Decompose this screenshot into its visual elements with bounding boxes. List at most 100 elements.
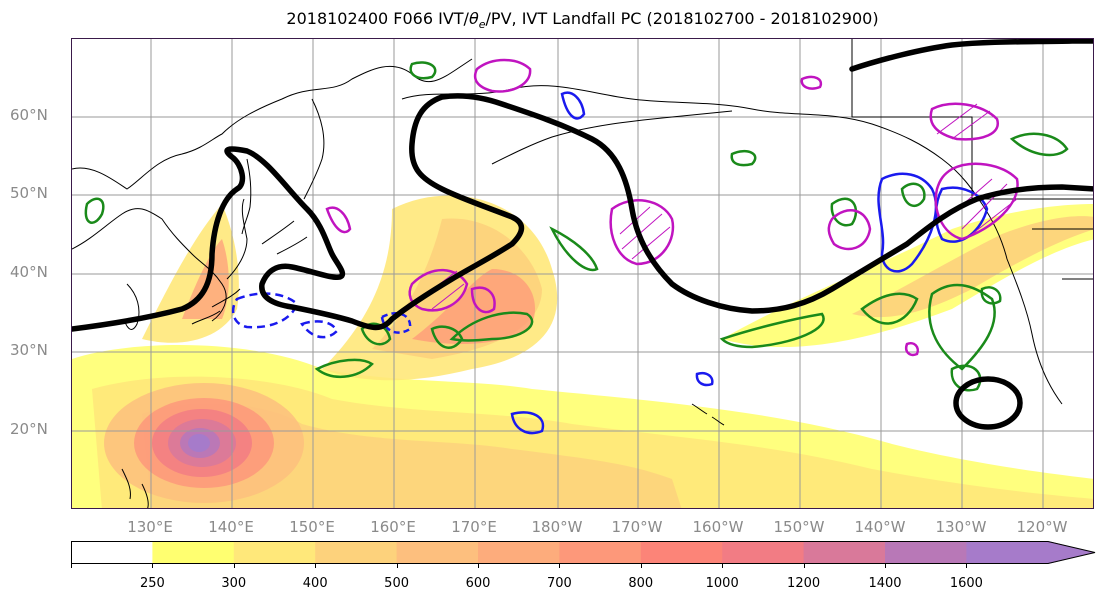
theta-green-1 [84, 197, 105, 224]
lat-label-30n: 30°N [10, 341, 48, 359]
lat-label-20n: 20°N [10, 420, 48, 438]
pc-contour-2 [609, 199, 675, 266]
colorbar-segment [885, 541, 967, 564]
theta-green-12 [900, 182, 926, 208]
colorbar-outline [71, 541, 1096, 564]
title-subscript: e [478, 18, 486, 32]
lat-label-50n: 50°N [10, 184, 48, 202]
coast-japan [191, 198, 248, 325]
map-svg [72, 39, 1093, 508]
pc-contour-1 [473, 58, 532, 93]
colorbar-segment [722, 541, 805, 564]
colorbar-segment [71, 541, 153, 564]
pc-contour-5 [325, 206, 352, 234]
pc-contour-3 [408, 268, 469, 312]
pc-hatch-3 [936, 103, 991, 140]
coast-asia-2 [72, 208, 227, 322]
theta-green-4 [314, 358, 374, 379]
lon-label-170e: 170°E [451, 518, 497, 536]
pc-contour-6 [827, 209, 872, 251]
pc-contour-7 [929, 102, 999, 141]
lon-label-130w: 130°W [935, 518, 987, 536]
theta-green-2 [409, 61, 437, 80]
colorbar-tick [640, 564, 642, 568]
lon-label-120w: 120°W [1016, 518, 1068, 536]
colorbar-segment [640, 541, 723, 564]
pv-contour [72, 39, 1093, 430]
lon-label-180w: 180°W [531, 518, 583, 536]
colorbar-tick [885, 564, 886, 568]
colorbar-tick [803, 564, 805, 568]
colorbar-tick-label: 400 [302, 576, 328, 591]
map-title: 2018102400 F066 IVT/θe/PV, IVT Landfall … [0, 9, 1105, 31]
theta-green-16 [730, 149, 757, 167]
pc-contour-10 [905, 342, 919, 357]
colorbar-tick-label: 250 [139, 576, 165, 591]
colorbar-tick-label: 1000 [705, 576, 739, 591]
coast-aleutians [491, 110, 733, 165]
pv-closed-loop [953, 376, 1023, 430]
coast-hawaii [691, 403, 725, 426]
colorbar-segment [233, 541, 316, 564]
colorbar-segment [803, 541, 886, 564]
colorbar-tick [559, 564, 561, 568]
lon-label-130e: 130°E [127, 518, 173, 536]
coast-kamchatka [303, 98, 325, 200]
pc-contour-8 [934, 162, 1019, 241]
colorbar-segments [71, 541, 1095, 564]
pc-contour-4 [470, 286, 496, 314]
theta-blue-2 [300, 320, 339, 339]
colorbar-tick [315, 564, 317, 568]
coast-sakhalin [241, 158, 252, 235]
colorbar-tick-label: 500 [384, 576, 410, 591]
theta-green-15 [950, 364, 982, 392]
map-panel [71, 38, 1094, 509]
colorbar-tick [478, 564, 479, 568]
theta-green-3 [549, 226, 599, 272]
colorbar-tick-label: 1600 [949, 576, 983, 591]
theta-green-8 [719, 312, 825, 349]
colorbar-tick-label: 1400 [868, 576, 902, 591]
colorbar-tick-label: 800 [628, 576, 654, 591]
theta-blue-5 [877, 172, 938, 273]
ivt-shading [72, 195, 1093, 508]
colorbar-tick [396, 564, 398, 568]
colorbar-segment [559, 541, 642, 564]
lon-label-160e: 160°E [370, 518, 416, 536]
pc-contour-9 [800, 75, 823, 90]
colorbar-segment [315, 541, 398, 564]
pv-upper-right [849, 39, 1093, 72]
theta-green-13 [1009, 132, 1069, 157]
colorbar-tick [233, 564, 235, 568]
lon-label-140e: 140°E [208, 518, 254, 536]
colorbar-segment [966, 541, 1095, 564]
title-theta: θ [468, 9, 479, 28]
colorbar-tick-label: 300 [221, 576, 247, 591]
colorbar-tick [71, 564, 72, 568]
ivt-east-plume-2 [852, 216, 1093, 318]
theta-green-11 [928, 283, 996, 371]
theta-e-green [84, 61, 1069, 392]
coast-philippines [121, 468, 149, 508]
coast-korea [123, 283, 140, 330]
lon-label-150w: 150°W [773, 518, 825, 536]
theta-blue-8 [695, 372, 714, 387]
ivt-colorbar [71, 541, 1096, 564]
colorbar-tick-label: 700 [546, 576, 572, 591]
landfall-pc [325, 58, 1019, 357]
lat-label-60n: 60°N [10, 106, 48, 124]
title-prefix: 2018102400 F066 IVT/ [286, 9, 469, 28]
colorbar-segment [396, 541, 479, 564]
title-suffix: /PV, IVT Landfall PC (2018102700 - 20181… [485, 9, 879, 28]
lat-label-40n: 40°N [10, 263, 48, 281]
theta-green-5 [360, 322, 392, 346]
pv-main [72, 93, 1093, 332]
lon-label-170w: 170°W [611, 518, 663, 536]
theta-green-14 [980, 286, 1002, 305]
coast-asia [72, 58, 473, 190]
colorbar-tick-label: 600 [465, 576, 491, 591]
lon-label-160w: 160°W [692, 518, 744, 536]
lon-label-140w: 140°W [854, 518, 906, 536]
theta-blue-4 [560, 91, 586, 120]
theta-green-7 [449, 311, 534, 342]
